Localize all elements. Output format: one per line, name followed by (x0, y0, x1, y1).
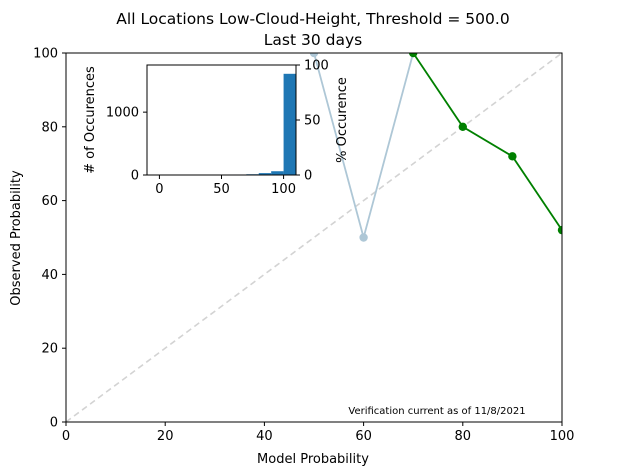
y-tick-label: 60 (41, 194, 58, 209)
series-0-point (309, 53, 319, 58)
inset-left-tick-label: 0 (131, 169, 139, 184)
inset-x-tick-label: 0 (155, 182, 163, 197)
x-tick-label: 80 (455, 429, 472, 444)
series-1-point (458, 122, 467, 131)
x-tick-label: 100 (550, 429, 575, 444)
x-tick-label: 20 (157, 429, 174, 444)
inset-left-tick-label: 1000 (106, 106, 139, 121)
y-tick-label: 80 (41, 120, 58, 135)
series-1-point (557, 225, 562, 235)
inset-right-tick-label: 100 (304, 59, 329, 74)
inset-left-label: # of Occurences (83, 66, 98, 174)
x-axis-label: Model Probability (257, 452, 369, 467)
inset-x-tick-label: 100 (271, 182, 296, 197)
y-tick-label: 40 (41, 268, 58, 283)
inset-right-label: % Occurence (335, 77, 350, 163)
inset-background (147, 65, 296, 175)
y-tick-label: 100 (33, 47, 58, 62)
inset-right-tick-label: 50 (304, 114, 321, 129)
main-frame (65, 52, 563, 423)
histogram-bar (283, 73, 296, 175)
series-0-point (359, 233, 368, 242)
series-0-line (313, 53, 415, 241)
y-axis-label: Observed Probability (9, 170, 24, 306)
x-tick-label: 60 (355, 429, 372, 444)
series-1-line (412, 53, 562, 231)
chart-subtitle: Last 30 days (264, 31, 362, 49)
series-1-point (508, 152, 517, 161)
verification-note: Verification current as of 11/8/2021 (348, 406, 525, 417)
x-tick-label: 40 (256, 429, 273, 444)
y-tick-label: 20 (41, 342, 58, 357)
inset-x-tick-label: 50 (213, 182, 230, 197)
y-tick-label: 0 (50, 416, 58, 431)
x-tick-label: 0 (62, 429, 70, 444)
histogram-bar (258, 173, 272, 175)
chart-title: All Locations Low-Cloud-Height, Threshol… (116, 10, 509, 28)
reference-diagonal-line (66, 53, 562, 422)
histogram-bar (271, 171, 284, 175)
inset-right-tick-label: 0 (304, 169, 312, 184)
series-1-point (409, 53, 418, 58)
